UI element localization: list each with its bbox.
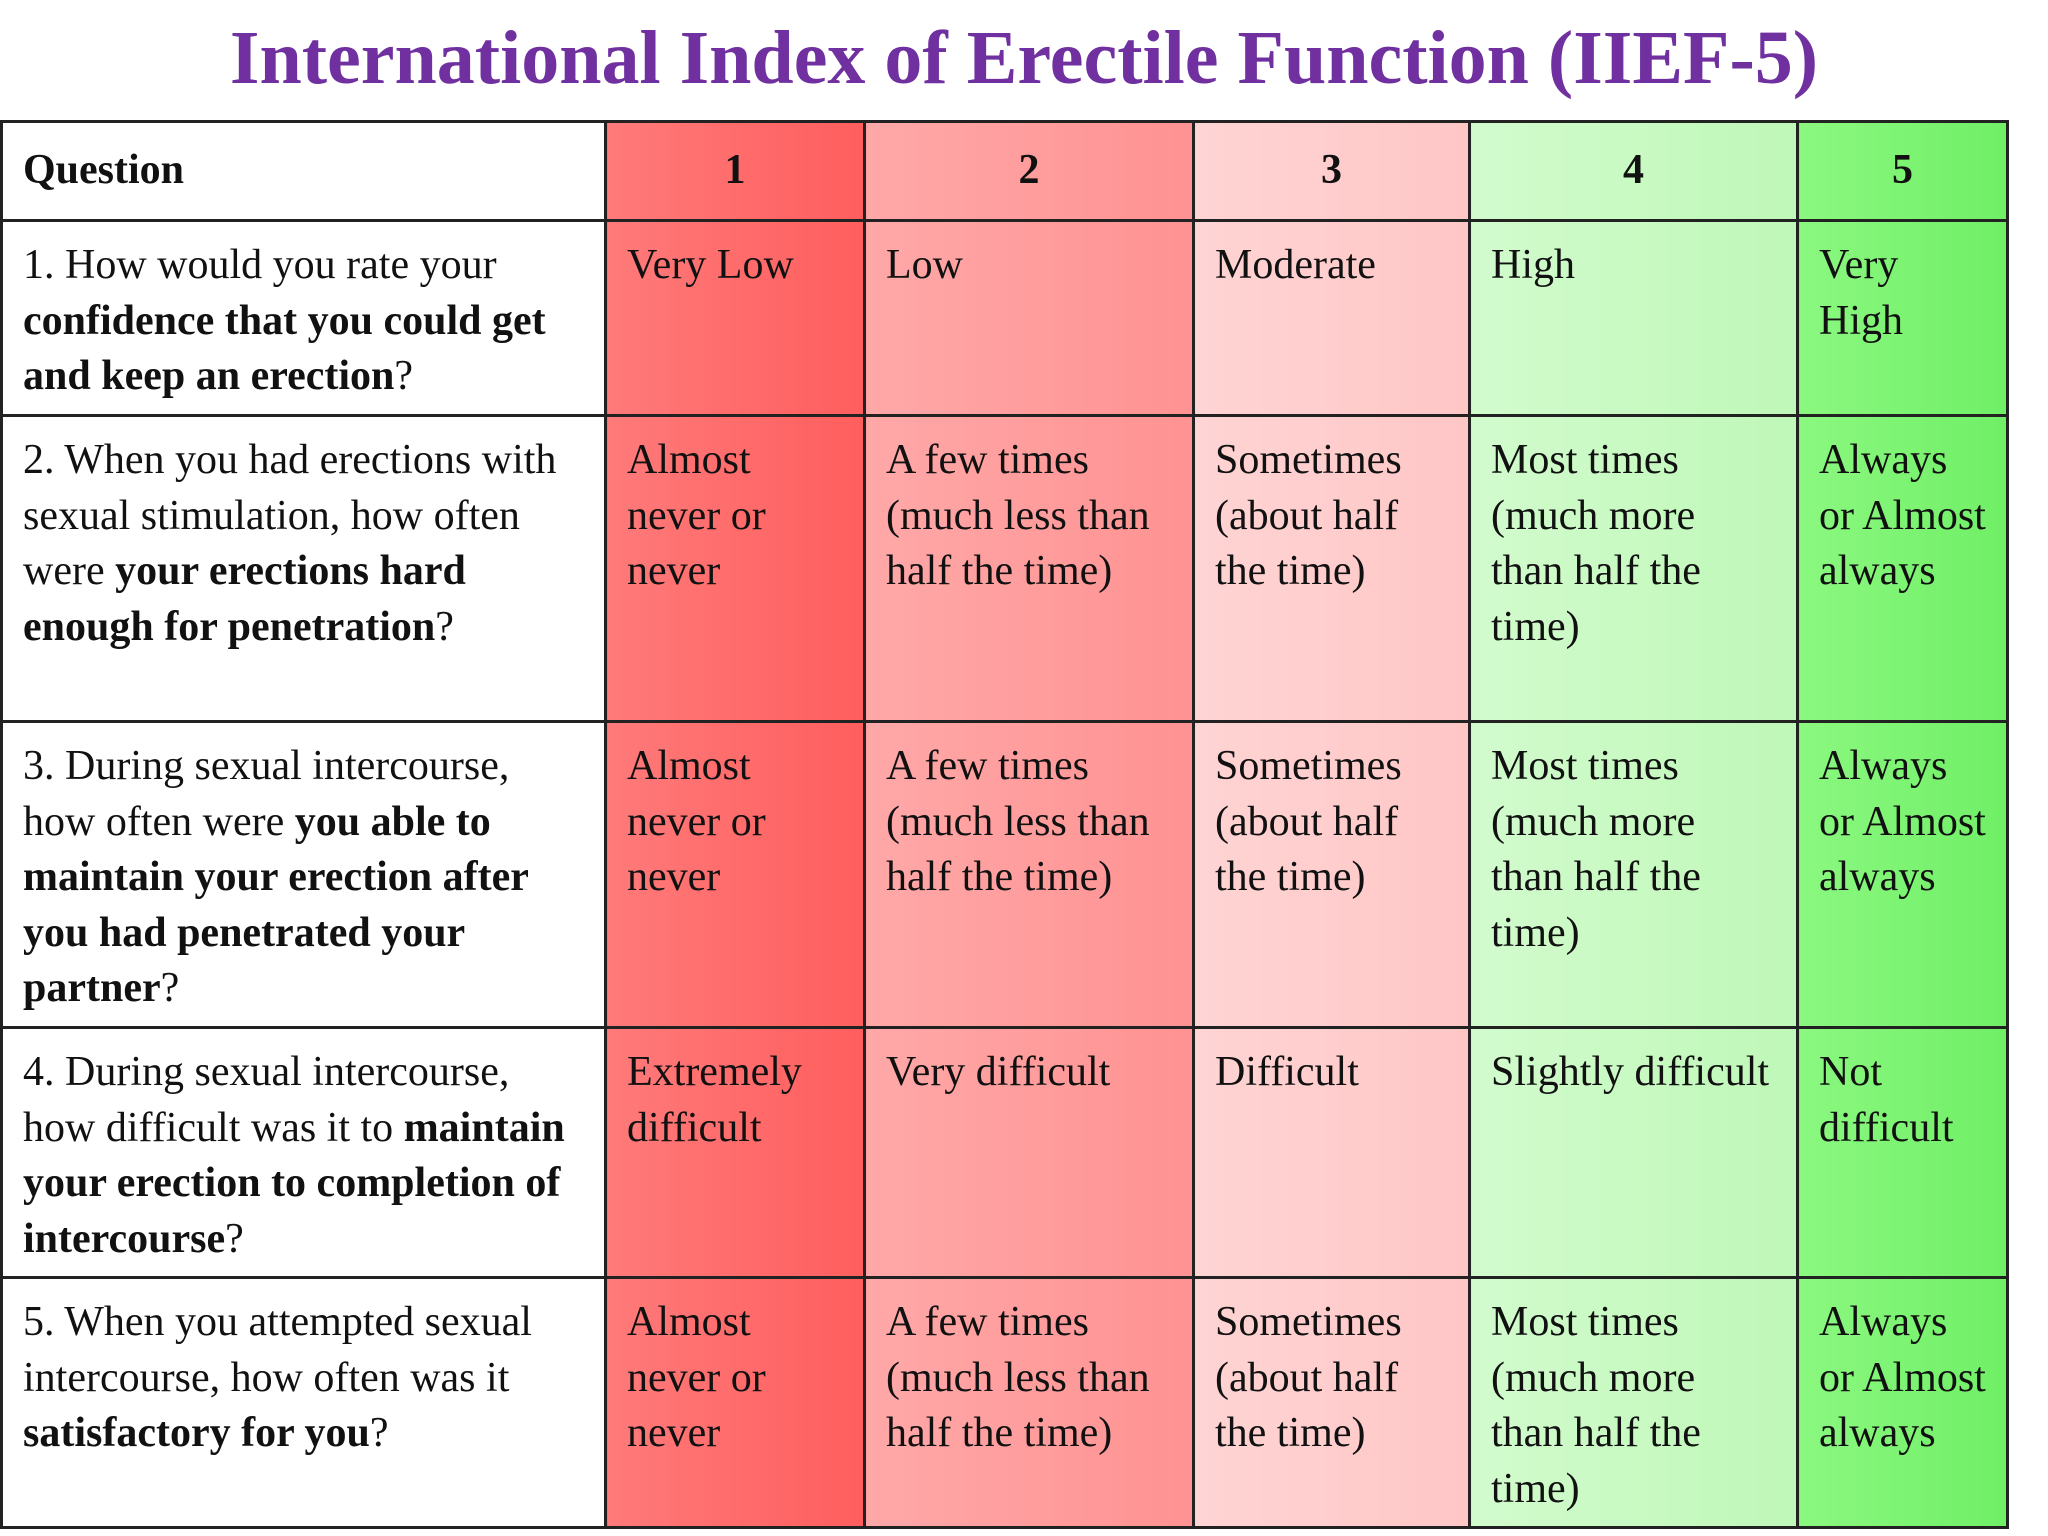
table-row: 5. When you attempted sexual intercourse…: [0, 1276, 2009, 1529]
score-header-4: 4: [1468, 120, 1799, 222]
question-cell: 4. During sexual intercourse, how diffic…: [0, 1026, 607, 1279]
question-emphasis: confidence that you could get and keep a…: [23, 297, 546, 400]
answer-cell-score-5: Very High: [1796, 219, 2009, 417]
iief-table: Question 1 2 3 4 5 1. How would you rate…: [0, 120, 2009, 1529]
answer-cell-score-4: Most times (much more than half the time…: [1468, 720, 1799, 1029]
answer-cell-score-1: Almost never or never: [604, 414, 866, 723]
answer-cell-score-4: Most times (much more than half the time…: [1468, 1276, 1799, 1529]
question-cell: 5. When you attempted sexual intercourse…: [0, 1276, 607, 1529]
answer-cell-score-3: Sometimes (about half the time): [1192, 414, 1471, 723]
answer-cell-score-1: Very Low: [604, 219, 866, 417]
question-text: 4. During sexual intercourse, how diffic…: [23, 1049, 510, 1151]
answer-cell-score-1: Extremely difficult: [604, 1026, 866, 1279]
question-cell: 1. How would you rate your confidence th…: [0, 219, 607, 417]
question-mark: ?: [225, 1215, 244, 1262]
question-emphasis: satisfactory for you: [23, 1410, 370, 1456]
table-row: 4. During sexual intercourse, how diffic…: [0, 1026, 2009, 1279]
score-header-5: 5: [1796, 120, 2009, 222]
answer-cell-score-1: Almost never or never: [604, 1276, 866, 1529]
question-column-header: Question: [0, 120, 607, 222]
question-text: 5. When you attempted sexual intercourse…: [23, 1299, 532, 1401]
question-emphasis: your erections hard enough for penetrati…: [23, 548, 466, 650]
table-row: 3. During sexual intercourse, how often …: [0, 720, 2009, 1029]
question-mark: ?: [435, 603, 454, 650]
answer-cell-score-5: Not difficult: [1796, 1026, 2009, 1279]
answer-cell-score-1: Almost never or never: [604, 720, 866, 1029]
answer-cell-score-5: Always or Almost always: [1796, 414, 2009, 723]
answer-cell-score-3: Sometimes (about half the time): [1192, 720, 1471, 1029]
table-row: 2. When you had erections with sexual st…: [0, 414, 2009, 723]
answer-cell-score-2: A few times (much less than half the tim…: [863, 1276, 1195, 1529]
answer-cell-score-5: Always or Almost always: [1796, 720, 2009, 1029]
answer-cell-score-2: A few times (much less than half the tim…: [863, 720, 1195, 1029]
answer-cell-score-2: Very difficult: [863, 1026, 1195, 1279]
answer-cell-score-2: A few times (much less than half the tim…: [863, 414, 1195, 723]
answer-cell-score-4: Most times (much more than half the time…: [1468, 414, 1799, 723]
question-text: 1. How would you rate your: [23, 242, 497, 288]
score-header-2: 2: [863, 120, 1195, 222]
answer-cell-score-4: Slightly difficult: [1468, 1026, 1799, 1279]
table-row: 1. How would you rate your confidence th…: [0, 219, 2009, 417]
question-mark: ?: [369, 1410, 389, 1456]
answer-cell-score-2: Low: [863, 219, 1195, 417]
table-header-row: Question 1 2 3 4 5: [0, 120, 2009, 222]
question-text: 3. During sexual intercourse, how often …: [23, 743, 510, 845]
question-text: 2. When you had erections with sexual st…: [23, 437, 557, 594]
answer-cell-score-4: High: [1468, 219, 1799, 417]
question-cell: 2. When you had erections with sexual st…: [0, 414, 607, 723]
question-mark: ?: [160, 965, 180, 1011]
question-mark: ?: [394, 353, 414, 399]
page-title: International Index of Erectile Function…: [229, 16, 1819, 100]
score-header-3: 3: [1192, 120, 1471, 222]
question-emphasis: you able to maintain your erection after…: [23, 798, 529, 1012]
question-cell: 3. During sexual intercourse, how often …: [0, 720, 607, 1029]
answer-cell-score-3: Moderate: [1192, 219, 1471, 417]
answer-cell-score-5: Always or Almost always: [1796, 1276, 2009, 1529]
answer-cell-score-3: Sometimes (about half the time): [1192, 1276, 1471, 1529]
question-emphasis: maintain your erection to completion of …: [23, 1104, 565, 1262]
answer-cell-score-3: Difficult: [1192, 1026, 1471, 1279]
score-header-1: 1: [604, 120, 866, 222]
